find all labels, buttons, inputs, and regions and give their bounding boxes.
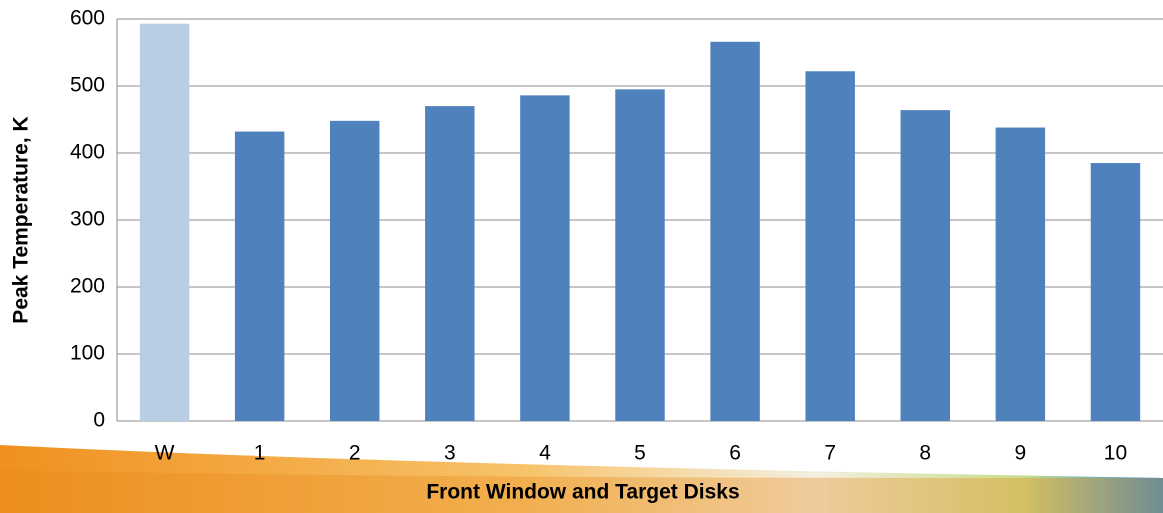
x-tick-label: 9 — [1015, 442, 1027, 465]
bar — [615, 89, 665, 421]
bar — [1090, 163, 1141, 422]
bar — [139, 23, 190, 421]
bar — [995, 127, 1046, 421]
x-tick-label: 2 — [349, 442, 361, 465]
x-tick-label: 7 — [824, 442, 836, 465]
bar — [425, 106, 475, 421]
x-tick-label: 10 — [1104, 442, 1127, 465]
x-tick-label: 6 — [729, 442, 741, 465]
y-tick-label: 600 — [70, 7, 105, 30]
y-tick-label: 300 — [70, 208, 105, 231]
x-tick-label: 4 — [539, 442, 551, 465]
decor-swoosh — [0, 445, 1163, 513]
x-tick-label: 5 — [634, 442, 646, 465]
bar — [520, 95, 570, 421]
bar — [710, 41, 760, 421]
bar — [234, 131, 285, 421]
decor-swoosh — [0, 470, 1163, 513]
bar — [805, 71, 855, 421]
y-tick-label: 400 — [70, 141, 105, 164]
y-tick-label: 100 — [70, 342, 105, 365]
bar — [330, 120, 380, 421]
bar — [900, 110, 950, 422]
x-tick-label: 1 — [254, 442, 266, 465]
y-tick-label: 0 — [93, 409, 105, 432]
y-tick-label: 200 — [70, 275, 105, 298]
x-axis-title: Front Window and Target Disks — [426, 481, 739, 504]
plot-area: 0 100 200 300 400 500 600 W 1 2 3 4 5 6 7 8 9 10 — [70, 7, 1163, 465]
x-tick-label: 8 — [919, 442, 931, 465]
x-tick-label: W — [155, 442, 175, 465]
y-axis-title: Peak Temperature, K — [10, 116, 33, 323]
y-tick-label: 500 — [70, 74, 105, 97]
x-tick-label: 3 — [444, 442, 456, 465]
